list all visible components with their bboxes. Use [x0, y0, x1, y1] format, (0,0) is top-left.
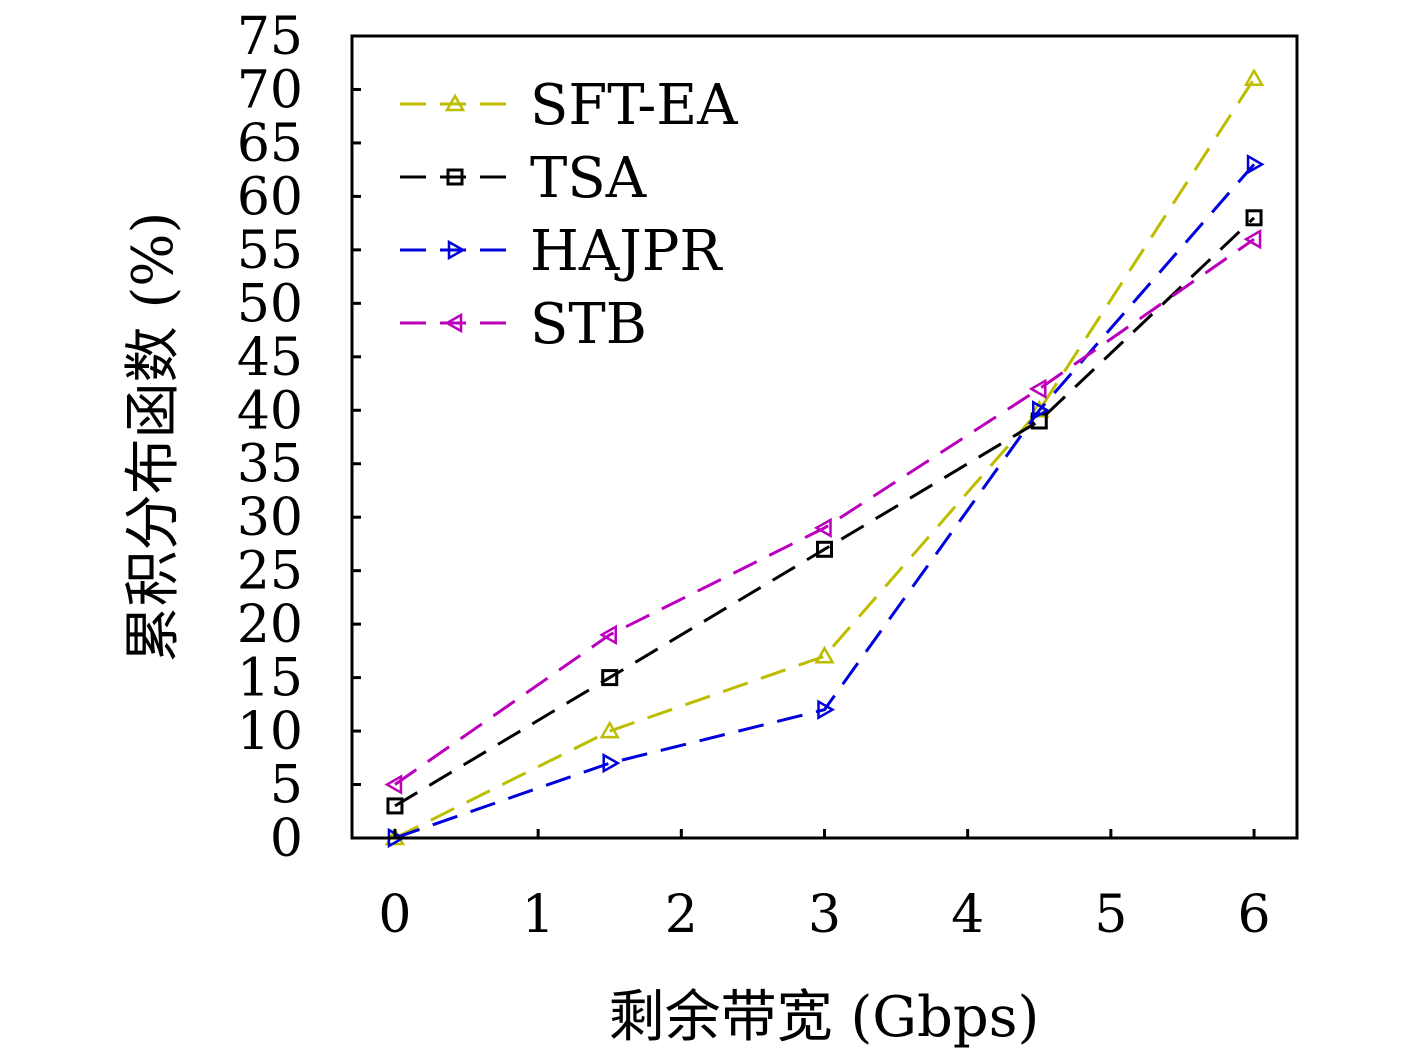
- data-point-sft-ea: [1243, 68, 1265, 87]
- legend-label: STB: [530, 292, 647, 357]
- y-tick-label: 35: [237, 435, 303, 495]
- legend-marker: [446, 168, 464, 186]
- y-axis-title: 累积分布函数 (%): [121, 212, 186, 663]
- legend-label: TSA: [530, 146, 647, 211]
- y-tick-label: 25: [237, 542, 303, 602]
- x-tick-label: 4: [951, 885, 984, 945]
- y-tick-label: 20: [237, 595, 303, 655]
- y-tick-label: 70: [237, 60, 303, 120]
- y-tick-label: 55: [237, 221, 303, 281]
- series-tsa: [386, 209, 1263, 815]
- x-tick-label: 1: [522, 885, 555, 945]
- data-point-hajpr: [602, 752, 621, 774]
- legend-label: SFT-EA: [530, 73, 738, 138]
- data-point-stb: [1028, 378, 1047, 400]
- data-point-tsa: [601, 669, 619, 687]
- data-point-hajpr: [1246, 154, 1265, 175]
- y-tick-label: 65: [237, 114, 303, 174]
- legend-item-stb: STB: [400, 292, 647, 357]
- series-line-hajpr: [394, 163, 1256, 840]
- legend-marker: [447, 239, 466, 261]
- series-sft-ea: [384, 68, 1265, 846]
- legend-marker: [444, 312, 463, 334]
- series-layer: [384, 68, 1265, 849]
- x-axis-title: 剩余带宽 (Gbps): [609, 985, 1040, 1050]
- data-point-stb: [599, 624, 617, 645]
- x-tick-label: 2: [665, 885, 698, 945]
- data-point-hajpr: [817, 699, 836, 720]
- x-tick-label: 6: [1237, 885, 1270, 945]
- y-tick-label: 50: [237, 274, 303, 334]
- x-tick-label: 5: [1094, 885, 1127, 945]
- data-point-stb: [1243, 229, 1262, 250]
- data-point-sft-ea: [814, 645, 835, 664]
- series-line-sft-ea: [394, 77, 1256, 840]
- data-point-hajpr: [1032, 400, 1050, 421]
- y-tick-label: 75: [237, 7, 303, 67]
- y-tick-label: 40: [237, 381, 303, 441]
- y-tick-label: 30: [237, 488, 303, 548]
- y-tick-label: 15: [237, 649, 303, 709]
- legend-item-tsa: TSA: [400, 146, 647, 211]
- data-point-stb: [384, 774, 403, 795]
- y-tick-label: 10: [237, 702, 303, 762]
- y-tick-label: 60: [237, 167, 303, 227]
- data-point-tsa: [816, 540, 833, 558]
- y-tick-label: 5: [270, 756, 303, 816]
- plot-frame: [350, 34, 1299, 840]
- legend: SFT-EA TSA HAJPR STB: [400, 73, 738, 357]
- x-tick-label: 3: [808, 885, 841, 945]
- y-tick-label: 45: [237, 328, 303, 388]
- data-point-sft-ea: [599, 720, 620, 739]
- y-tick-label: 0: [270, 809, 303, 869]
- legend-item-sft-ea: SFT-EA: [400, 73, 738, 138]
- legend-label: HAJPR: [530, 219, 723, 284]
- series-line-stb: [394, 237, 1255, 786]
- data-point-tsa: [386, 797, 404, 815]
- series-stb: [384, 229, 1262, 795]
- legend-item-hajpr: HAJPR: [400, 219, 723, 284]
- x-tick-label: 0: [378, 885, 411, 945]
- series-line-tsa: [394, 216, 1256, 808]
- series-hajpr: [387, 154, 1265, 849]
- data-point-tsa: [1245, 209, 1263, 227]
- x-axis: 0 1 2 3 4 5 6: [378, 829, 1271, 945]
- data-point-stb: [813, 517, 832, 539]
- legend-marker: [444, 93, 466, 112]
